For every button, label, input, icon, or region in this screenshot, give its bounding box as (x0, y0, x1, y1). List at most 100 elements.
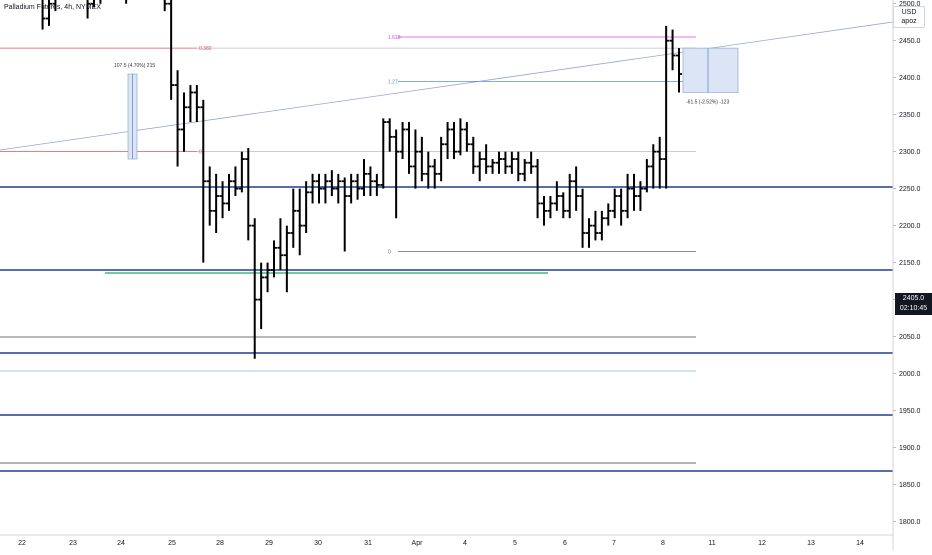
time-tick-label: 25 (168, 540, 176, 547)
ohlc-bar (676, 48, 682, 92)
fib-level-label: 1.27 (388, 79, 398, 85)
ohlc-bar (605, 203, 611, 225)
time-tick-label: 14 (856, 540, 864, 547)
ohlc-bar (175, 70, 181, 166)
ohlc-bar (297, 189, 303, 256)
time-tick-label: 6 (563, 540, 567, 547)
price-tick-label: 2450.0 (899, 38, 921, 45)
time-tick-label: 30 (314, 540, 322, 547)
currency-badge[interactable]: USD apoz (893, 6, 925, 28)
ohlc-bar (592, 211, 598, 241)
last-price-value: 2405.0 (895, 294, 932, 304)
ohlc-bar (361, 159, 367, 196)
ohlc-bar (560, 192, 566, 218)
ohlc-bar (425, 152, 431, 189)
ohlc-bar (271, 240, 277, 277)
price-tick-label: 2300.0 (899, 149, 921, 156)
ohlc-bar (419, 137, 425, 181)
price-tick-label: 1900.0 (899, 445, 921, 452)
ohlc-bar (657, 137, 663, 189)
ohlc-bar (515, 152, 521, 182)
fib-level-label: 0 (388, 250, 391, 256)
ohlc-bar (625, 174, 631, 218)
ohlc-bar (393, 129, 399, 218)
ohlc-bar (445, 122, 451, 159)
price-tick-label: 2000.0 (899, 371, 921, 378)
ohlc-bar (335, 174, 341, 204)
ohlc-bar (387, 118, 393, 151)
ohlc-bar (348, 174, 354, 204)
ohlc-bar (580, 189, 586, 248)
ohlc-bar (374, 174, 380, 196)
ohlc-bar (612, 189, 618, 219)
ohlc-bar (470, 137, 476, 174)
ohlc-bar (290, 189, 296, 248)
ohlc-bar (637, 181, 643, 211)
time-tick-label: 5 (513, 540, 517, 547)
symbol-title: Palladium Futures, 4h, NYMEX (4, 4, 101, 11)
fib-level-label: 1.618 (388, 35, 401, 41)
ohlc-bar (194, 85, 200, 122)
last-price-tag: 2405.0 02:10:45 (895, 293, 932, 315)
countdown-timer: 02:10:45 (895, 304, 932, 314)
ohlc-bar (342, 178, 348, 252)
ohlc-bar (232, 166, 238, 196)
ohlc-bar (567, 174, 573, 218)
time-tick-label: 11 (708, 540, 715, 547)
time-tick-label: 22 (18, 540, 26, 547)
time-tick-label: 29 (265, 540, 273, 547)
ohlc-bar (329, 170, 335, 196)
ohlc-bar (490, 159, 496, 174)
time-tick-label: 13 (807, 540, 815, 547)
ohlc-bar (573, 166, 579, 210)
ohlc-bar (406, 122, 412, 174)
ohlc-bar (438, 137, 444, 181)
ohlc-bar (168, 0, 174, 100)
ohlc-bar (599, 211, 605, 241)
ohlc-bar (310, 174, 316, 204)
ohlc-bar (618, 189, 624, 226)
price-bars (1, 0, 682, 359)
ohlc-bar (322, 174, 328, 204)
ohlc-bar (367, 166, 373, 196)
ohlc-bar (464, 122, 470, 152)
price-tick-label: 1800.0 (899, 519, 921, 526)
ohlc-bar (303, 181, 309, 233)
time-tick-label: 8 (661, 540, 665, 547)
scale-note: apoz (894, 17, 924, 26)
ohlc-bar (181, 92, 187, 151)
ohlc-bar (670, 30, 676, 71)
ohlc-bar (541, 196, 547, 226)
ohlc-bar (412, 129, 418, 188)
ohlc-bar (207, 166, 213, 225)
ohlc-bar (239, 152, 245, 193)
measure-box (683, 48, 738, 92)
ohlc-bar (509, 152, 515, 174)
axes: 1800.01850.01900.01950.02000.02050.02100… (0, 0, 921, 550)
ohlc-bar (265, 263, 271, 293)
ohlc-bar (316, 174, 322, 204)
ohlc-bar (226, 174, 232, 211)
time-tick-label: 4 (463, 540, 467, 547)
ohlc-bar (663, 26, 669, 189)
measure-label: 107.5 (4.70%) 215 (114, 63, 155, 69)
time-tick-label: 28 (216, 540, 224, 547)
price-tick-label: 2400.0 (899, 75, 921, 82)
price-tick-label: 2350.0 (899, 112, 921, 119)
ohlc-bar (547, 196, 553, 218)
ohlc-bar (200, 100, 206, 263)
fib-level-label: 0.382 (199, 46, 212, 52)
time-tick-label: 7 (612, 540, 616, 547)
ohlc-bar (162, 0, 168, 11)
ohlc-bar (522, 159, 528, 181)
ohlc-bar (535, 159, 541, 218)
price-tick-label: 2050.0 (899, 334, 921, 341)
ohlc-bar (123, 0, 129, 4)
ohlc-bar (554, 181, 560, 211)
ohlc-bar (277, 218, 283, 270)
ohlc-bar (528, 152, 534, 174)
time-tick-label: 12 (758, 540, 766, 547)
ohlc-bar (400, 122, 406, 159)
